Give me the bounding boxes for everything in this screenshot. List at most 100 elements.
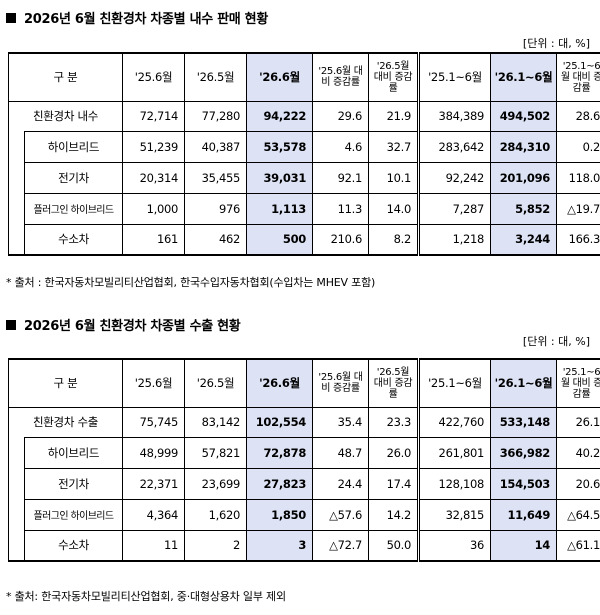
table-cell: 51,239 xyxy=(122,130,186,162)
table-cell: △19.7 xyxy=(556,192,600,224)
table-cell: 494,502 xyxy=(490,100,558,131)
table-cell: 8.2 xyxy=(368,223,420,255)
header-c8: '25.1~6월 대비 증감률 xyxy=(556,53,600,102)
row-label: 플러그인 하이브리드 xyxy=(23,192,124,224)
table-cell: 40.2 xyxy=(556,436,600,468)
table-cell: 11 xyxy=(122,529,186,561)
table-cell: 283,642 xyxy=(417,130,492,162)
indent-cell xyxy=(8,437,25,468)
row-label: 전기차 xyxy=(23,161,124,193)
table-cell: 1,218 xyxy=(417,223,492,255)
export-note: * 출처: 한국자동차모빌리티산업협회, 중·대형상용차 일부 제외 xyxy=(6,590,286,603)
table-cell: 24.4 xyxy=(312,467,370,499)
header-c3: '26.6월 xyxy=(246,359,314,408)
table-cell: 533,148 xyxy=(490,406,558,437)
table-cell: 39,031 xyxy=(246,161,314,193)
table-header-row: 구 분 '25.6월 '26.5월 '26.6월 '25.6월 대비 증감률 '… xyxy=(7,359,600,408)
table-cell: 11.3 xyxy=(312,192,370,224)
table-row: 전기차 20,314 35,455 39,031 92.1 10.1 92,242 201,0… xyxy=(8,161,600,193)
table-row: 하이브리드 51,239 40,387 53,578 4.6 32.7 283,642 284… xyxy=(8,130,600,162)
table-cell: 35,455 xyxy=(184,161,248,193)
table-cell: 154,503 xyxy=(490,467,558,499)
table-row: 수소차 11 2 3 △72.7 50.0 36 14 △61.1 xyxy=(8,529,600,561)
table-cell: 366,982 xyxy=(490,436,558,468)
table-cell: 976 xyxy=(184,192,248,224)
header-c7: '26.1~6월 xyxy=(490,359,558,408)
row-label: 전기차 xyxy=(23,467,124,499)
domestic-title: 2026년 6월 친환경차 차종별 내수 판매 현황 xyxy=(6,8,268,27)
table-cell: 14 xyxy=(490,529,558,561)
header-category: 구 분 xyxy=(7,53,124,102)
table-cell: 3,244 xyxy=(490,223,558,255)
table-cell: 2 xyxy=(184,529,248,561)
header-c4: '25.6월 대비 증감률 xyxy=(312,53,370,102)
table-cell: 161 xyxy=(122,223,186,255)
table-cell: 23.3 xyxy=(368,406,420,437)
table-cell: 21.9 xyxy=(368,100,420,131)
indent-cell xyxy=(8,162,25,193)
table-cell: 72,714 xyxy=(122,100,186,131)
header-c5: '26.5월 대비 증감률 xyxy=(368,53,420,102)
table-cell: 201,096 xyxy=(490,161,558,193)
table-cell: 1,850 xyxy=(246,498,314,530)
table-cell: 20.6 xyxy=(556,467,600,499)
header-c1: '25.6월 xyxy=(122,359,186,408)
table-cell: 384,389 xyxy=(417,100,492,131)
table-cell: 94,222 xyxy=(246,100,314,131)
indent-cell xyxy=(8,499,25,530)
table-cell: 210.6 xyxy=(312,223,370,255)
row-label: 하이브리드 xyxy=(23,130,124,162)
table-cell: 500 xyxy=(246,223,314,255)
table-cell: 5,852 xyxy=(490,192,558,224)
table-cell: △64.5 xyxy=(556,498,600,530)
table-cell: 14.2 xyxy=(368,498,420,530)
indent-cell xyxy=(8,468,25,499)
header-c6: '25.1~6월 xyxy=(417,359,492,408)
export-unit: [단위 : 대, %] xyxy=(522,335,590,348)
table-cell: 75,745 xyxy=(122,406,186,437)
row-label: 친환경차 내수 xyxy=(7,100,124,131)
export-table: 구 분 '25.6월 '26.5월 '26.6월 '25.6월 대비 증감률 '… xyxy=(7,358,600,562)
table-cell: 261,801 xyxy=(417,436,492,468)
table-cell: 26.1 xyxy=(556,406,600,437)
table-cell: 4.6 xyxy=(312,130,370,162)
indent-cell xyxy=(8,530,25,561)
table-cell: 92,242 xyxy=(417,161,492,193)
table-cell: 11,649 xyxy=(490,498,558,530)
table-cell: 166.3 xyxy=(556,223,600,255)
table-row: 수소차 161 462 500 210.6 8.2 1,218 3,244 166.3 xyxy=(8,223,600,255)
table-cell: △61.1 xyxy=(556,529,600,561)
domestic-unit: [단위 : 대, %] xyxy=(522,37,590,50)
table-cell: 422,760 xyxy=(417,406,492,437)
table-cell: 36 xyxy=(417,529,492,561)
table-cell: 3 xyxy=(246,529,314,561)
table-cell: △57.6 xyxy=(312,498,370,530)
domestic-note: * 출처 : 한국자동차모빌리티산업협회, 한국수입자동차협회(수입차는 MHE… xyxy=(6,276,376,289)
table-cell: 102,554 xyxy=(246,406,314,437)
table-cell: 128,108 xyxy=(417,467,492,499)
table-cell: 32,815 xyxy=(417,498,492,530)
table-cell: 77,280 xyxy=(184,100,248,131)
table-cell: 1,113 xyxy=(246,192,314,224)
table-cell: 48,999 xyxy=(122,436,186,468)
header-category: 구 분 xyxy=(7,359,124,408)
table-cell: 27,823 xyxy=(246,467,314,499)
table-cell: 53,578 xyxy=(246,130,314,162)
table-cell: 92.1 xyxy=(312,161,370,193)
table-cell: 4,364 xyxy=(122,498,186,530)
table-row: 하이브리드 48,999 57,821 72,878 48.7 26.0 261,801 36… xyxy=(8,436,600,468)
table-cell: 50.0 xyxy=(368,529,420,561)
square-bullet-icon xyxy=(6,12,16,23)
table-header-row: 구 분 '25.6월 '26.5월 '26.6월 '25.6월 대비 증감률 '… xyxy=(7,53,600,102)
table-cell: 284,310 xyxy=(490,130,558,162)
row-label: 수소차 xyxy=(23,529,124,561)
table-cell: 40,387 xyxy=(184,130,248,162)
table-cell: 10.1 xyxy=(368,161,420,193)
table-cell: 0.2 xyxy=(556,130,600,162)
table-cell: 1,620 xyxy=(184,498,248,530)
table-cell: 23,699 xyxy=(184,467,248,499)
header-c1: '25.6월 xyxy=(122,53,186,102)
table-cell: 32.7 xyxy=(368,130,420,162)
indent-cell xyxy=(8,131,25,162)
table-cell: 14.0 xyxy=(368,192,420,224)
